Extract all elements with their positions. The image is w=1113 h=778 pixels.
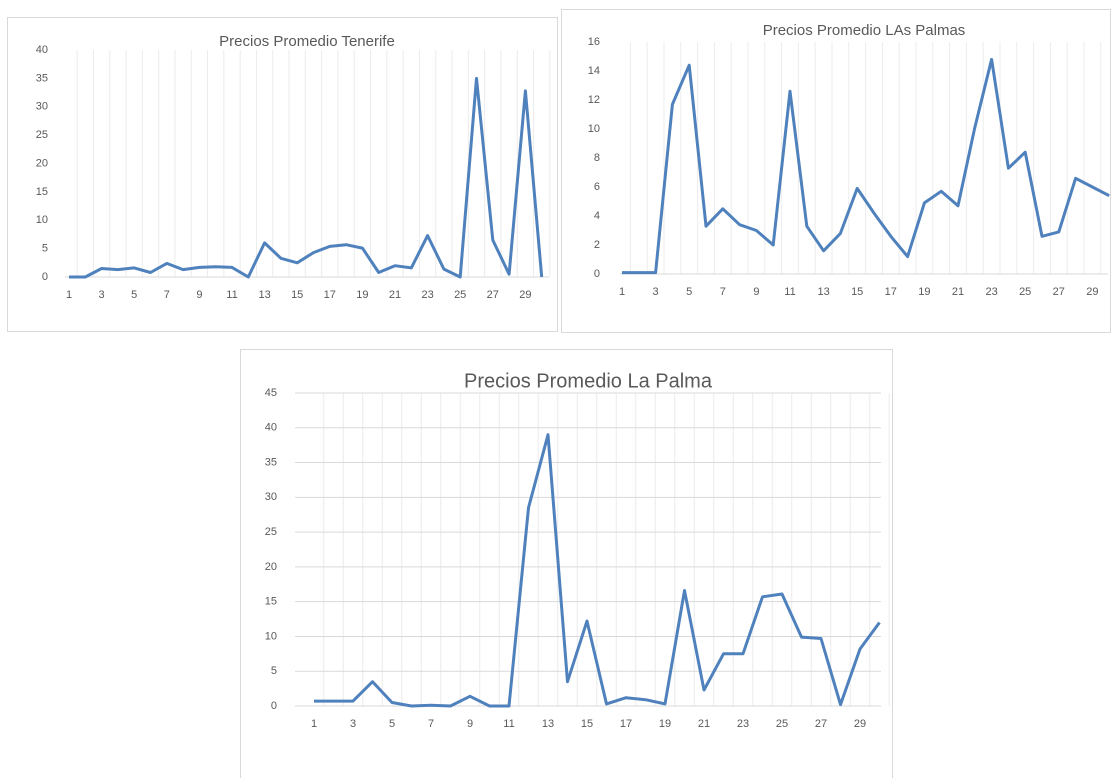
- x-tick-label: 29: [519, 289, 531, 301]
- chart: Precios Promedio La Palma051015202530354…: [240, 349, 893, 778]
- y-tick-label: 16: [588, 36, 600, 48]
- y-tick-label: 6: [594, 181, 600, 193]
- y-tick-label: 10: [265, 630, 277, 642]
- x-tick-label: 17: [885, 286, 897, 298]
- y-tick-label: 35: [265, 456, 277, 468]
- x-tick-label: 11: [226, 289, 237, 301]
- x-tick-label: 7: [164, 289, 170, 301]
- y-tick-label: 8: [594, 152, 600, 164]
- x-tick-label: 29: [854, 718, 866, 730]
- x-tick-label: 1: [311, 718, 317, 730]
- x-tick-label: 7: [720, 286, 726, 298]
- chart: Precios Promedio Tenerife051015202530354…: [7, 17, 558, 332]
- x-tick-label: 21: [389, 289, 401, 301]
- y-tick-label: 10: [36, 214, 48, 226]
- y-tick-label: 4: [594, 210, 600, 222]
- y-tick-label: 0: [594, 268, 600, 280]
- x-tick-label: 27: [487, 289, 499, 301]
- x-tick-label: 25: [1019, 286, 1031, 298]
- x-tick-label: 17: [620, 718, 632, 730]
- x-tick-label: 15: [581, 718, 593, 730]
- x-tick-label: 3: [99, 289, 105, 301]
- x-tick-label: 1: [66, 289, 72, 301]
- y-tick-label: 25: [36, 129, 48, 141]
- x-tick-label: 13: [542, 718, 554, 730]
- y-tick-label: 15: [265, 596, 277, 608]
- chart-title: Precios Promedio La Palma: [464, 370, 713, 392]
- y-tick-label: 40: [265, 422, 277, 434]
- x-tick-label: 5: [389, 718, 395, 730]
- chart: Precios Promedio LAs Palmas 0 2 4 6 8 10 12 14 16…: [561, 9, 1111, 333]
- x-tick-label: 23: [421, 289, 433, 301]
- y-tick-label: 14: [588, 65, 600, 77]
- x-tick-label: 23: [985, 286, 997, 298]
- x-tick-label: 25: [776, 718, 788, 730]
- x-tick-label: 15: [291, 289, 303, 301]
- x-tick-label: 3: [350, 718, 356, 730]
- x-tick-label: 13: [817, 286, 829, 298]
- x-tick-label: 29: [1086, 286, 1098, 298]
- x-tick-label: 19: [918, 286, 930, 298]
- line-series: [314, 433, 881, 708]
- y-tick-label: 40: [36, 44, 48, 56]
- y-tick-label: 12: [588, 94, 600, 106]
- x-tick-label: 21: [952, 286, 964, 298]
- y-tick-label: 20: [265, 561, 277, 573]
- line-series: [69, 76, 544, 279]
- y-tick-label: 0: [271, 700, 277, 712]
- x-tick-label: 13: [258, 289, 270, 301]
- y-tick-label: 30: [36, 101, 48, 113]
- x-tick-label: 11: [503, 718, 514, 730]
- x-tick-label: 27: [1053, 286, 1065, 298]
- x-tick-label: 5: [131, 289, 137, 301]
- x-tick-label: 11: [784, 286, 795, 298]
- x-tick-label: 19: [356, 289, 368, 301]
- y-tick-label: 2: [594, 239, 600, 251]
- y-tick-label: 5: [42, 243, 48, 255]
- y-tick-label: 35: [36, 72, 48, 84]
- x-tick-label: 15: [851, 286, 863, 298]
- x-tick-label: 9: [196, 289, 202, 301]
- y-tick-label: 45: [265, 387, 277, 399]
- x-tick-label: 23: [737, 718, 749, 730]
- y-tick-label: 25: [265, 526, 277, 538]
- x-tick-label: 1: [619, 286, 625, 298]
- y-tick-label: 20: [36, 157, 48, 169]
- line-series: [622, 57, 1110, 275]
- y-tick-label: 15: [36, 186, 48, 198]
- y-tick-label: 0: [42, 271, 48, 283]
- chart-title: Precios Promedio LAs Palmas: [763, 22, 966, 39]
- y-tick-label: 5: [271, 665, 277, 677]
- y-tick-label: 30: [265, 491, 277, 503]
- x-tick-label: 27: [815, 718, 827, 730]
- x-tick-label: 7: [428, 718, 434, 730]
- x-tick-label: 25: [454, 289, 466, 301]
- x-tick-label: 3: [653, 286, 659, 298]
- x-tick-label: 19: [659, 718, 671, 730]
- x-tick-label: 9: [753, 286, 759, 298]
- x-tick-label: 9: [467, 718, 473, 730]
- x-tick-label: 5: [686, 286, 692, 298]
- y-tick-label: 10: [588, 123, 600, 135]
- x-tick-label: 21: [698, 718, 710, 730]
- x-tick-label: 17: [324, 289, 336, 301]
- chart-title: Precios Promedio Tenerife: [219, 33, 395, 50]
